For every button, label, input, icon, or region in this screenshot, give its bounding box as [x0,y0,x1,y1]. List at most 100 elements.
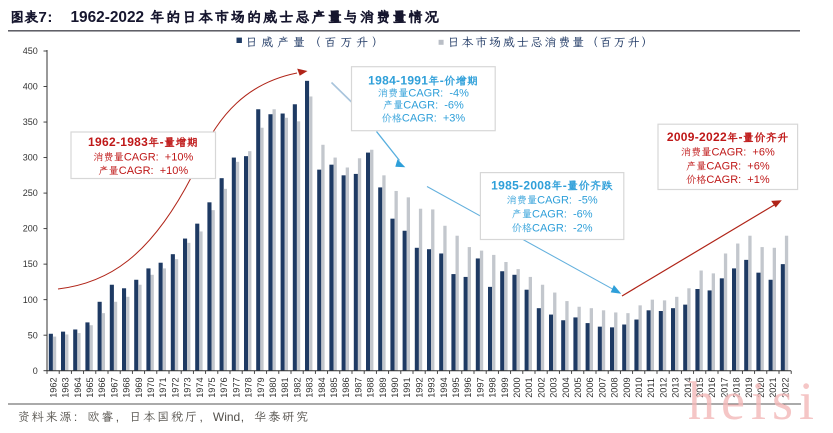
svg-text:1993: 1993 [427,377,437,397]
svg-text:1969: 1969 [134,377,144,397]
svg-text:2009: 2009 [622,377,632,397]
svg-text:400: 400 [23,82,38,92]
svg-text:1968: 1968 [122,377,132,397]
svg-text:2022: 2022 [780,377,790,397]
svg-text:Wind: Wind [213,410,240,424]
svg-text:2003: 2003 [549,377,559,397]
svg-text:1962: 1962 [48,377,58,397]
svg-text:350: 350 [23,117,38,127]
svg-text:2020: 2020 [756,377,766,397]
svg-text:2015: 2015 [695,377,705,397]
svg-text:-: - [563,178,567,192]
svg-text:CAGR: CAGR [124,151,156,163]
svg-text:1996: 1996 [463,377,473,397]
svg-text::: : [47,9,52,26]
svg-text:1987: 1987 [353,377,363,397]
svg-text:1992: 1992 [414,377,424,397]
svg-text:1967: 1967 [109,377,119,397]
svg-text:2001: 2001 [524,377,534,397]
svg-text:1973: 1973 [183,377,193,397]
svg-text:1995: 1995 [451,377,461,397]
svg-text:1976: 1976 [219,377,229,397]
svg-text:CAGR: CAGR [402,113,434,125]
svg-text:1991: 1991 [402,377,412,397]
svg-text:300: 300 [23,153,38,163]
svg-text:: +6%: : +6% [743,146,775,158]
svg-text:CAGR: CAGR [532,222,564,234]
svg-text:CAGR: CAGR [408,87,440,99]
svg-text:7: 7 [38,9,46,26]
svg-text:250: 250 [23,188,38,198]
svg-text:2017: 2017 [719,377,729,397]
svg-text:1963: 1963 [61,377,71,397]
svg-text:: +10%: : +10% [151,165,189,177]
svg-text:1984: 1984 [317,377,327,397]
svg-text:CAGR: CAGR [403,99,435,111]
svg-text:1962-1983: 1962-1983 [88,135,148,149]
svg-text:1983: 1983 [305,377,315,397]
svg-text:-: - [738,130,742,144]
svg-text:: -6%: : -6% [435,99,464,111]
svg-text:1982: 1982 [292,377,302,397]
svg-text:1975: 1975 [207,377,217,397]
svg-text:: -2%: : -2% [564,222,593,234]
svg-text:: +6%: : +6% [738,161,770,173]
svg-text:2019: 2019 [744,377,754,397]
svg-text:1972: 1972 [170,377,180,397]
svg-text:450: 450 [23,46,38,56]
svg-text:1985: 1985 [329,377,339,397]
svg-text:: -5%: : -5% [569,194,598,206]
svg-text:2016: 2016 [707,377,717,397]
svg-text:2006: 2006 [585,377,595,397]
svg-text:200: 200 [23,224,38,234]
svg-text:1981: 1981 [280,377,290,397]
svg-text:,: , [199,410,202,424]
svg-text:2007: 2007 [597,377,607,397]
svg-text:,: , [241,410,244,424]
svg-text:1978: 1978 [244,377,254,397]
svg-text:CAGR: CAGR [537,194,569,206]
svg-text:-: - [440,74,444,88]
svg-text:CAGR: CAGR [532,208,564,220]
svg-text:,: , [116,410,119,424]
svg-text:1989: 1989 [378,377,388,397]
svg-text:50: 50 [28,330,38,340]
svg-text::: : [74,410,77,424]
svg-text:2002: 2002 [536,377,546,397]
svg-text:100: 100 [23,295,38,305]
svg-text:2011: 2011 [646,378,656,398]
svg-text:2018: 2018 [732,377,742,397]
svg-text:2010: 2010 [634,377,644,397]
svg-text:1985-2008: 1985-2008 [491,178,551,192]
svg-text:: +1%: : +1% [738,174,770,186]
svg-text:1998: 1998 [488,377,498,397]
svg-text:1984-1991: 1984-1991 [368,74,428,88]
svg-text:1990: 1990 [390,377,400,397]
svg-text:2000: 2000 [512,377,522,397]
svg-text:1974: 1974 [195,377,205,397]
svg-text:1977: 1977 [231,377,241,397]
svg-text:1979: 1979 [256,377,266,397]
svg-text:1994: 1994 [439,377,449,397]
svg-text:CAGR: CAGR [706,161,738,173]
svg-text:0: 0 [33,366,38,376]
svg-text:1965: 1965 [85,377,95,397]
svg-text:CAGR: CAGR [711,146,743,158]
svg-text:1988: 1988 [366,377,376,397]
svg-text:150: 150 [23,259,38,269]
svg-text:: -4%: : -4% [440,87,469,99]
svg-text:1999: 1999 [500,377,510,397]
svg-text:2004: 2004 [561,377,571,397]
svg-text:1997: 1997 [475,377,485,397]
svg-text:2012: 2012 [658,377,668,397]
svg-text:CAGR: CAGR [119,165,151,177]
svg-text:: +3%: : +3% [434,113,466,125]
svg-text:-: - [160,135,164,149]
svg-text:2013: 2013 [671,377,681,397]
svg-text:1964: 1964 [73,377,83,397]
svg-text:2014: 2014 [683,377,693,397]
svg-text:2005: 2005 [573,377,583,397]
svg-text:1980: 1980 [268,377,278,397]
svg-text:: -6%: : -6% [564,208,593,220]
svg-text:1962-2022: 1962-2022 [71,9,145,26]
